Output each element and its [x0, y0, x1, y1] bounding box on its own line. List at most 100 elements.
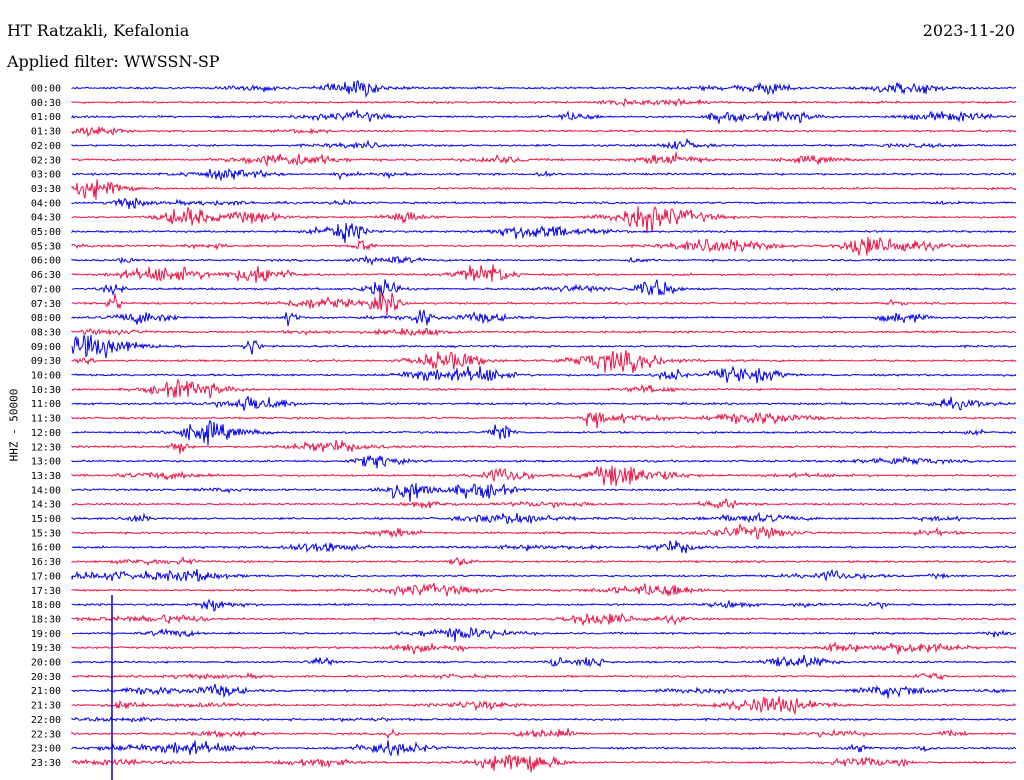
time-label: 06:30 — [31, 270, 61, 281]
time-label: 22:00 — [31, 715, 61, 726]
trace-2330 — [71, 754, 1017, 773]
time-label: 10:30 — [31, 385, 61, 396]
time-label: 10:00 — [31, 371, 61, 382]
trace-1000 — [71, 365, 1017, 384]
time-label: 11:30 — [31, 414, 61, 425]
trace-1500 — [71, 511, 1017, 525]
time-label: 01:00 — [31, 112, 61, 123]
time-label: 13:30 — [31, 471, 61, 482]
time-label: 13:00 — [31, 457, 61, 468]
time-label: 02:00 — [31, 141, 61, 152]
time-label: 15:00 — [31, 514, 61, 525]
trace-0030 — [71, 97, 1016, 108]
trace-1600 — [72, 540, 1017, 554]
time-label: 16:30 — [31, 557, 61, 568]
trace-0600 — [71, 254, 1017, 266]
trace-2030 — [71, 671, 1017, 681]
trace-0630 — [71, 264, 1017, 283]
time-label: 02:30 — [31, 155, 61, 166]
date-label: 2023-11-20 — [922, 21, 1015, 40]
time-label: 14:30 — [31, 500, 61, 511]
trace-1300 — [71, 454, 1017, 469]
trace-0800 — [71, 309, 1017, 327]
time-label: 15:30 — [31, 528, 61, 539]
trace-2230 — [71, 727, 1017, 740]
time-label: 00:30 — [31, 98, 61, 109]
trace-0430 — [71, 205, 1017, 234]
trace-0500 — [71, 222, 1017, 244]
filter-label: Applied filter: WWSSN-SP — [7, 52, 220, 71]
trace-0830 — [71, 327, 1017, 337]
trace-1030 — [71, 378, 1017, 400]
time-label: 00:00 — [31, 84, 61, 95]
time-label: 21:30 — [31, 701, 61, 712]
trace-0530 — [71, 236, 1017, 256]
trace-1230 — [71, 440, 1017, 455]
time-label: 12:00 — [31, 428, 61, 439]
time-label: 22:30 — [31, 729, 61, 740]
time-label: 16:00 — [31, 543, 61, 554]
time-label: 06:00 — [31, 256, 61, 267]
time-label: 18:30 — [31, 614, 61, 625]
time-label: 07:30 — [31, 299, 61, 310]
time-label: 14:00 — [31, 485, 61, 496]
trace-2130 — [71, 696, 1017, 716]
trace-1330 — [71, 465, 1017, 487]
time-label: 23:30 — [31, 758, 61, 769]
trace-1100 — [71, 396, 1017, 411]
time-label: 18:00 — [31, 600, 61, 611]
time-label: 01:30 — [31, 127, 61, 138]
trace-0200 — [71, 137, 1017, 150]
trace-0400 — [71, 197, 1017, 209]
trace-0230 — [71, 152, 1017, 168]
trace-2000 — [71, 654, 1017, 668]
time-label: 17:00 — [31, 571, 61, 582]
trace-1930 — [71, 640, 1017, 655]
trace-2200 — [71, 716, 1017, 723]
trace-1730 — [71, 582, 1017, 597]
station-title: HT Ratzakli, Kefalonia — [7, 21, 190, 40]
trace-2100 — [71, 683, 1017, 699]
time-label: 08:00 — [31, 313, 61, 324]
time-label: 05:00 — [31, 227, 61, 238]
trace-0930 — [71, 350, 1017, 374]
trace-0130 — [71, 126, 1017, 138]
time-label: 19:30 — [31, 643, 61, 654]
time-label: 09:00 — [31, 342, 61, 353]
trace-0730 — [71, 290, 1017, 316]
time-label: 04:00 — [31, 198, 61, 209]
time-label: 23:00 — [31, 744, 61, 755]
trace-2300 — [71, 740, 1017, 757]
time-label: 07:00 — [31, 284, 61, 295]
trace-1400 — [71, 483, 1017, 502]
trace-1130 — [71, 411, 1017, 429]
trace-0900 — [71, 334, 1017, 359]
trace-1430 — [71, 497, 1016, 510]
trace-1700 — [71, 568, 1017, 583]
time-label: 20:00 — [31, 658, 61, 669]
trace-0000 — [71, 80, 1017, 99]
trace-0330 — [71, 179, 1017, 201]
time-label: 11:00 — [31, 399, 61, 410]
time-label: 05:30 — [31, 241, 61, 252]
time-label: 03:00 — [31, 170, 61, 181]
trace-1830 — [71, 612, 1017, 626]
trace-1530 — [71, 522, 1017, 540]
trace-1630 — [71, 556, 1017, 566]
trace-1200 — [71, 419, 1017, 446]
trace-0100 — [71, 108, 1017, 124]
trace-0300 — [71, 168, 1017, 182]
time-label: 20:30 — [31, 672, 61, 683]
time-label: 17:30 — [31, 586, 61, 597]
time-label: 03:30 — [31, 184, 61, 195]
time-label: 19:00 — [31, 629, 61, 640]
trace-1900 — [71, 626, 1017, 642]
time-label: 04:30 — [31, 213, 61, 224]
trace-0700 — [71, 279, 1017, 298]
time-label: 09:30 — [31, 356, 61, 367]
time-label: 21:00 — [31, 686, 61, 697]
time-label: 12:30 — [31, 442, 61, 453]
time-label: 08:30 — [31, 327, 61, 338]
trace-1800 — [71, 598, 1017, 612]
